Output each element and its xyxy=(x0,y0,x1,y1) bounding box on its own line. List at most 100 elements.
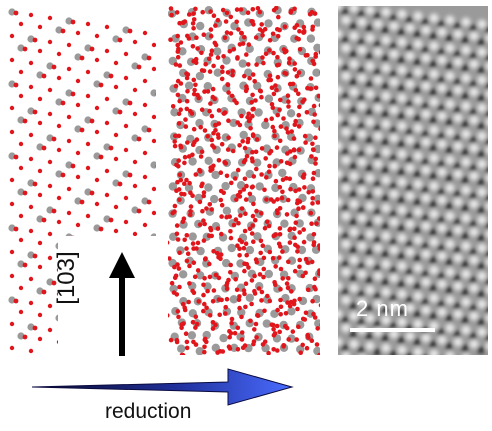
tem-dark-spot xyxy=(341,120,349,128)
oxygen-atom xyxy=(37,192,43,198)
oxygen-atom xyxy=(108,217,114,223)
metal-atom xyxy=(211,170,220,180)
oxygen-atom xyxy=(234,197,239,202)
tem-bright-spot xyxy=(349,283,359,293)
oxygen-atom xyxy=(188,108,193,114)
tem-dark-spot xyxy=(405,184,413,192)
tem-dark-spot xyxy=(413,142,421,150)
oxygen-atom xyxy=(249,231,255,236)
oxygen-atom xyxy=(235,347,241,352)
metal-atom xyxy=(222,258,231,268)
tem-bright-spot xyxy=(397,37,407,47)
oxygen-atom xyxy=(280,189,285,195)
tem-bright-spot xyxy=(437,307,447,317)
oxygen-atom xyxy=(247,191,253,197)
tem-dark-spot xyxy=(421,18,429,26)
oxygen-atom xyxy=(286,259,291,265)
oxygen-atom xyxy=(248,126,253,131)
tem-bright-spot xyxy=(469,171,479,181)
oxygen-atom xyxy=(183,124,189,129)
oxygen-atom xyxy=(278,312,283,317)
tem-bright-spot xyxy=(445,183,455,193)
oxygen-atom xyxy=(113,204,119,210)
oxygen-atom xyxy=(207,202,213,207)
oxygen-atom xyxy=(177,98,182,104)
tem-bright-spot xyxy=(365,6,375,15)
oxygen-atom xyxy=(173,62,179,67)
oxygen-atom xyxy=(253,149,259,155)
tem-dark-spot xyxy=(365,136,373,144)
tem-bright-spot xyxy=(461,325,471,335)
tem-dark-spot xyxy=(445,146,453,154)
oxygen-atom xyxy=(210,166,215,172)
tem-bright-spot xyxy=(477,19,487,29)
tem-dark-spot xyxy=(373,124,381,132)
oxygen-atom xyxy=(301,24,307,30)
oxygen-atom xyxy=(296,112,302,118)
tem-bright-spot xyxy=(349,59,359,69)
oxygen-atom xyxy=(284,281,290,286)
oxygen-atom xyxy=(217,312,222,318)
oxygen-atom xyxy=(311,103,317,109)
oxygen-atom xyxy=(179,322,185,327)
oxygen-atom xyxy=(277,255,282,260)
tem-dark-spot xyxy=(397,308,405,316)
tem-dark-spot xyxy=(445,90,453,98)
oxygen-atom xyxy=(266,350,271,355)
oxygen-atom xyxy=(296,124,302,129)
tem-bright-spot xyxy=(437,335,447,345)
tem-dark-spot xyxy=(413,226,421,234)
oxygen-atom xyxy=(60,172,66,178)
oxygen-atom xyxy=(191,91,197,97)
oxygen-atom xyxy=(132,159,138,165)
tem-dark-spot xyxy=(381,278,389,286)
oxygen-atom xyxy=(9,177,15,183)
oxygen-atom xyxy=(28,228,34,234)
oxygen-atom xyxy=(47,111,53,117)
tem-dark-spot xyxy=(405,72,413,80)
oxygen-atom xyxy=(272,331,278,336)
tem-dark-spot xyxy=(461,148,469,156)
oxygen-atom xyxy=(281,344,286,349)
oxygen-atom xyxy=(94,129,100,135)
oxygen-atom xyxy=(9,249,15,255)
tem-bright-spot xyxy=(341,155,351,165)
oxygen-atom xyxy=(240,41,246,46)
tem-dark-spot xyxy=(413,254,421,262)
tem-dark-spot xyxy=(365,304,373,312)
oxygen-atom xyxy=(271,91,277,97)
tem-dark-spot xyxy=(397,224,405,232)
metal-atom xyxy=(278,168,287,178)
oxygen-atom xyxy=(226,135,231,140)
oxygen-atom xyxy=(268,77,274,83)
tem-dark-spot xyxy=(357,150,365,158)
oxygen-atom xyxy=(296,70,302,75)
tem-dark-spot xyxy=(381,334,389,342)
tem-dark-spot xyxy=(477,234,485,242)
oxygen-atom xyxy=(241,187,247,192)
tem-dark-spot xyxy=(389,126,397,134)
tem-bright-spot xyxy=(485,201,488,211)
oxygen-atom xyxy=(182,192,187,197)
tem-bright-spot xyxy=(429,293,439,303)
oxygen-atom xyxy=(203,256,208,261)
tem-dark-spot xyxy=(381,250,389,258)
tem-bright-spot xyxy=(338,29,343,39)
oxygen-atom xyxy=(172,143,178,149)
oxygen-atom xyxy=(284,212,290,217)
metal-atom xyxy=(245,245,255,255)
oxygen-atom xyxy=(312,276,318,282)
oxygen-atom xyxy=(151,186,156,192)
tem-bright-spot xyxy=(413,67,423,77)
oxygen-atom xyxy=(318,50,320,55)
oxygen-atom xyxy=(278,97,283,103)
tem-bright-spot xyxy=(437,139,447,149)
oxygen-atom xyxy=(313,85,319,91)
oxygen-atom xyxy=(244,153,250,159)
tem-bright-spot xyxy=(381,259,391,269)
oxygen-atom xyxy=(224,286,230,292)
tem-dark-spot xyxy=(461,64,469,72)
metal-atom xyxy=(177,344,186,353)
oxygen-atom xyxy=(261,60,266,66)
tem-dark-spot xyxy=(413,282,421,290)
